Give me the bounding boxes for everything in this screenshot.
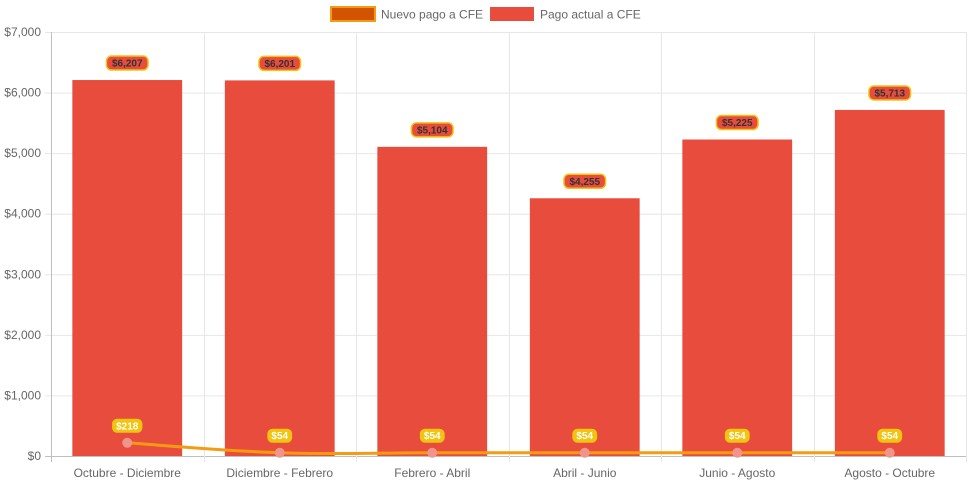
bar-data-label: $5,713 <box>868 85 912 101</box>
line-data-label: $54 <box>572 428 598 443</box>
x-tick-label: Diciembre - Febrero <box>226 466 333 480</box>
legend-swatch-nuevo-pago[interactable] <box>330 6 376 22</box>
line-data-label: $54 <box>877 428 903 443</box>
line-data-label: $54 <box>419 428 445 443</box>
x-tick-label: Octubre - Diciembre <box>74 466 182 480</box>
y-tick-label: $5,000 <box>4 146 41 160</box>
line-data-label-text: $54 <box>271 431 288 442</box>
legend-swatch-pago-actual[interactable] <box>490 7 534 21</box>
line-point[interactable] <box>732 447 743 458</box>
line-data-label-text: $54 <box>729 431 746 442</box>
line-point[interactable] <box>579 447 590 458</box>
x-tick-label: Abril - Junio <box>553 466 617 480</box>
bar-data-label-text: $4,255 <box>569 177 600 188</box>
bar-data-label-text: $6,207 <box>112 59 143 70</box>
bar[interactable] <box>224 80 335 456</box>
bar-data-label: $5,104 <box>410 122 454 138</box>
bar-data-label-text: $5,104 <box>417 125 448 136</box>
axes: $0 $1,000 $2,000 $3,000 $4,000 $5,000 $6,000 $7… <box>4 25 935 480</box>
bar[interactable] <box>682 139 793 456</box>
bar[interactable] <box>377 146 488 456</box>
line-data-label-text: $218 <box>116 421 139 432</box>
y-tick-label: $3,000 <box>4 267 41 281</box>
line-path <box>127 441 890 456</box>
bar-data-label-bg <box>563 173 607 190</box>
bar-data-label: $6,207 <box>105 55 149 71</box>
grid <box>45 32 967 462</box>
bar-data-label-bg <box>715 114 759 131</box>
x-tick-label: Febrero - Abril <box>394 466 470 480</box>
y-tick-label: $2,000 <box>4 328 41 342</box>
line-data-label-bg <box>724 428 750 443</box>
line-point[interactable] <box>274 447 285 458</box>
y-tick-label: $7,000 <box>4 25 41 39</box>
data-labels: $6,207 $6,201 $5,104 $4,255 $5,225 $5,713 $218… <box>105 55 912 443</box>
y-tick-label: $6,000 <box>4 86 41 100</box>
x-tick-label: Agosto - Octubre <box>844 466 935 480</box>
bar-data-label-bg <box>410 122 454 138</box>
line-data-label-text: $54 <box>881 431 898 442</box>
y-tick-label: $4,000 <box>4 207 41 221</box>
line-data-label-bg <box>419 428 445 443</box>
legend: Nuevo pago a CFE Pago actual a CFE <box>330 6 641 22</box>
bar-data-label-bg <box>868 85 912 101</box>
line-data-label: $218 <box>112 418 143 433</box>
legend-label-nuevo-pago[interactable]: Nuevo pago a CFE <box>381 8 483 22</box>
line-data-label: $54 <box>267 428 293 443</box>
bar-data-label: $4,255 <box>563 173 607 190</box>
bar-data-label-bg <box>105 55 149 71</box>
bar[interactable] <box>529 198 640 457</box>
y-tick-label: $0 <box>28 449 42 463</box>
bar-data-label: $6,201 <box>258 55 302 72</box>
line-data-label-bg <box>112 418 143 433</box>
bar-data-label: $5,225 <box>715 114 759 131</box>
line-data-label: $54 <box>724 428 750 443</box>
line-data-label-text: $54 <box>424 431 441 442</box>
line-point[interactable] <box>427 447 438 458</box>
line-point[interactable] <box>122 437 133 448</box>
line-data-label-bg <box>877 428 903 443</box>
line-data-label-text: $54 <box>576 431 593 442</box>
bar-data-label-text: $6,201 <box>264 59 295 70</box>
bar-data-label-text: $5,225 <box>722 118 753 129</box>
bar[interactable] <box>72 80 183 456</box>
bars <box>72 80 945 457</box>
bar-data-label-text: $5,713 <box>874 88 905 99</box>
bar-data-label-bg <box>258 55 302 72</box>
legend-label-pago-actual[interactable]: Pago actual a CFE <box>540 8 641 22</box>
x-tick-label: Junio - Agosto <box>699 466 775 480</box>
line-data-label-bg <box>267 428 293 443</box>
line-data-label-bg <box>572 428 598 443</box>
line-series <box>122 437 895 458</box>
line-point[interactable] <box>884 447 895 458</box>
bar[interactable] <box>834 109 945 456</box>
y-tick-label: $1,000 <box>4 388 41 402</box>
